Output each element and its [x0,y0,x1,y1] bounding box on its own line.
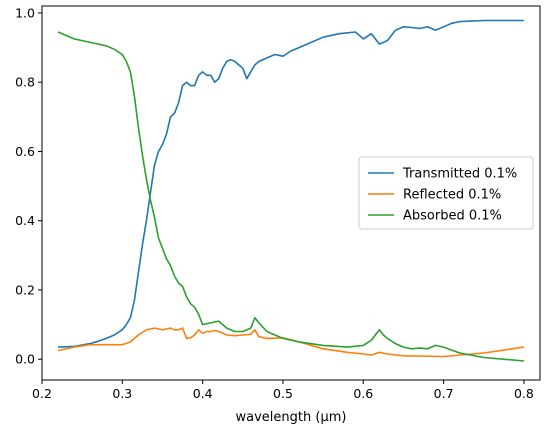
x-axis-title: wavelength (μm) [236,410,347,425]
y-tick-label: 0.0 [15,352,35,367]
y-tick-label: 1.0 [15,5,35,20]
legend: Transmitted 0.1% Reflected 0.1% Absorbed 0… [358,156,534,230]
x-tick-label: 0.5 [273,386,293,401]
x-tick-label: 0.6 [353,386,373,401]
series-line-0 [58,19,524,348]
y-tick-label: 0.6 [15,144,35,159]
y-axis: 0.0 0.2 0.4 0.6 0.8 1.0 [15,5,42,367]
x-tick-label: 0.8 [514,386,534,401]
y-tick-label: 0.2 [15,282,35,297]
legend-box [358,156,534,230]
y-tick-label: 0.8 [15,75,35,90]
legend-label: Reflected 0.1% [403,188,501,203]
x-axis: 0.2 0.3 0.4 0.5 0.6 0.7 0.8 [32,380,534,401]
y-tick-label: 0.4 [15,213,35,228]
plot-area [57,19,525,362]
x-tick-label: 0.3 [112,386,132,401]
series-line-2 [57,31,524,362]
axes-frame [41,5,541,381]
legend-label: Absorbed 0.1% [403,209,502,224]
x-tick-label: 0.7 [434,386,454,401]
legend-label: Transmitted 0.1% [402,167,517,182]
x-tick-label: 0.4 [193,386,213,401]
series-line-1 [57,327,525,358]
x-tick-label: 0.2 [32,386,52,401]
